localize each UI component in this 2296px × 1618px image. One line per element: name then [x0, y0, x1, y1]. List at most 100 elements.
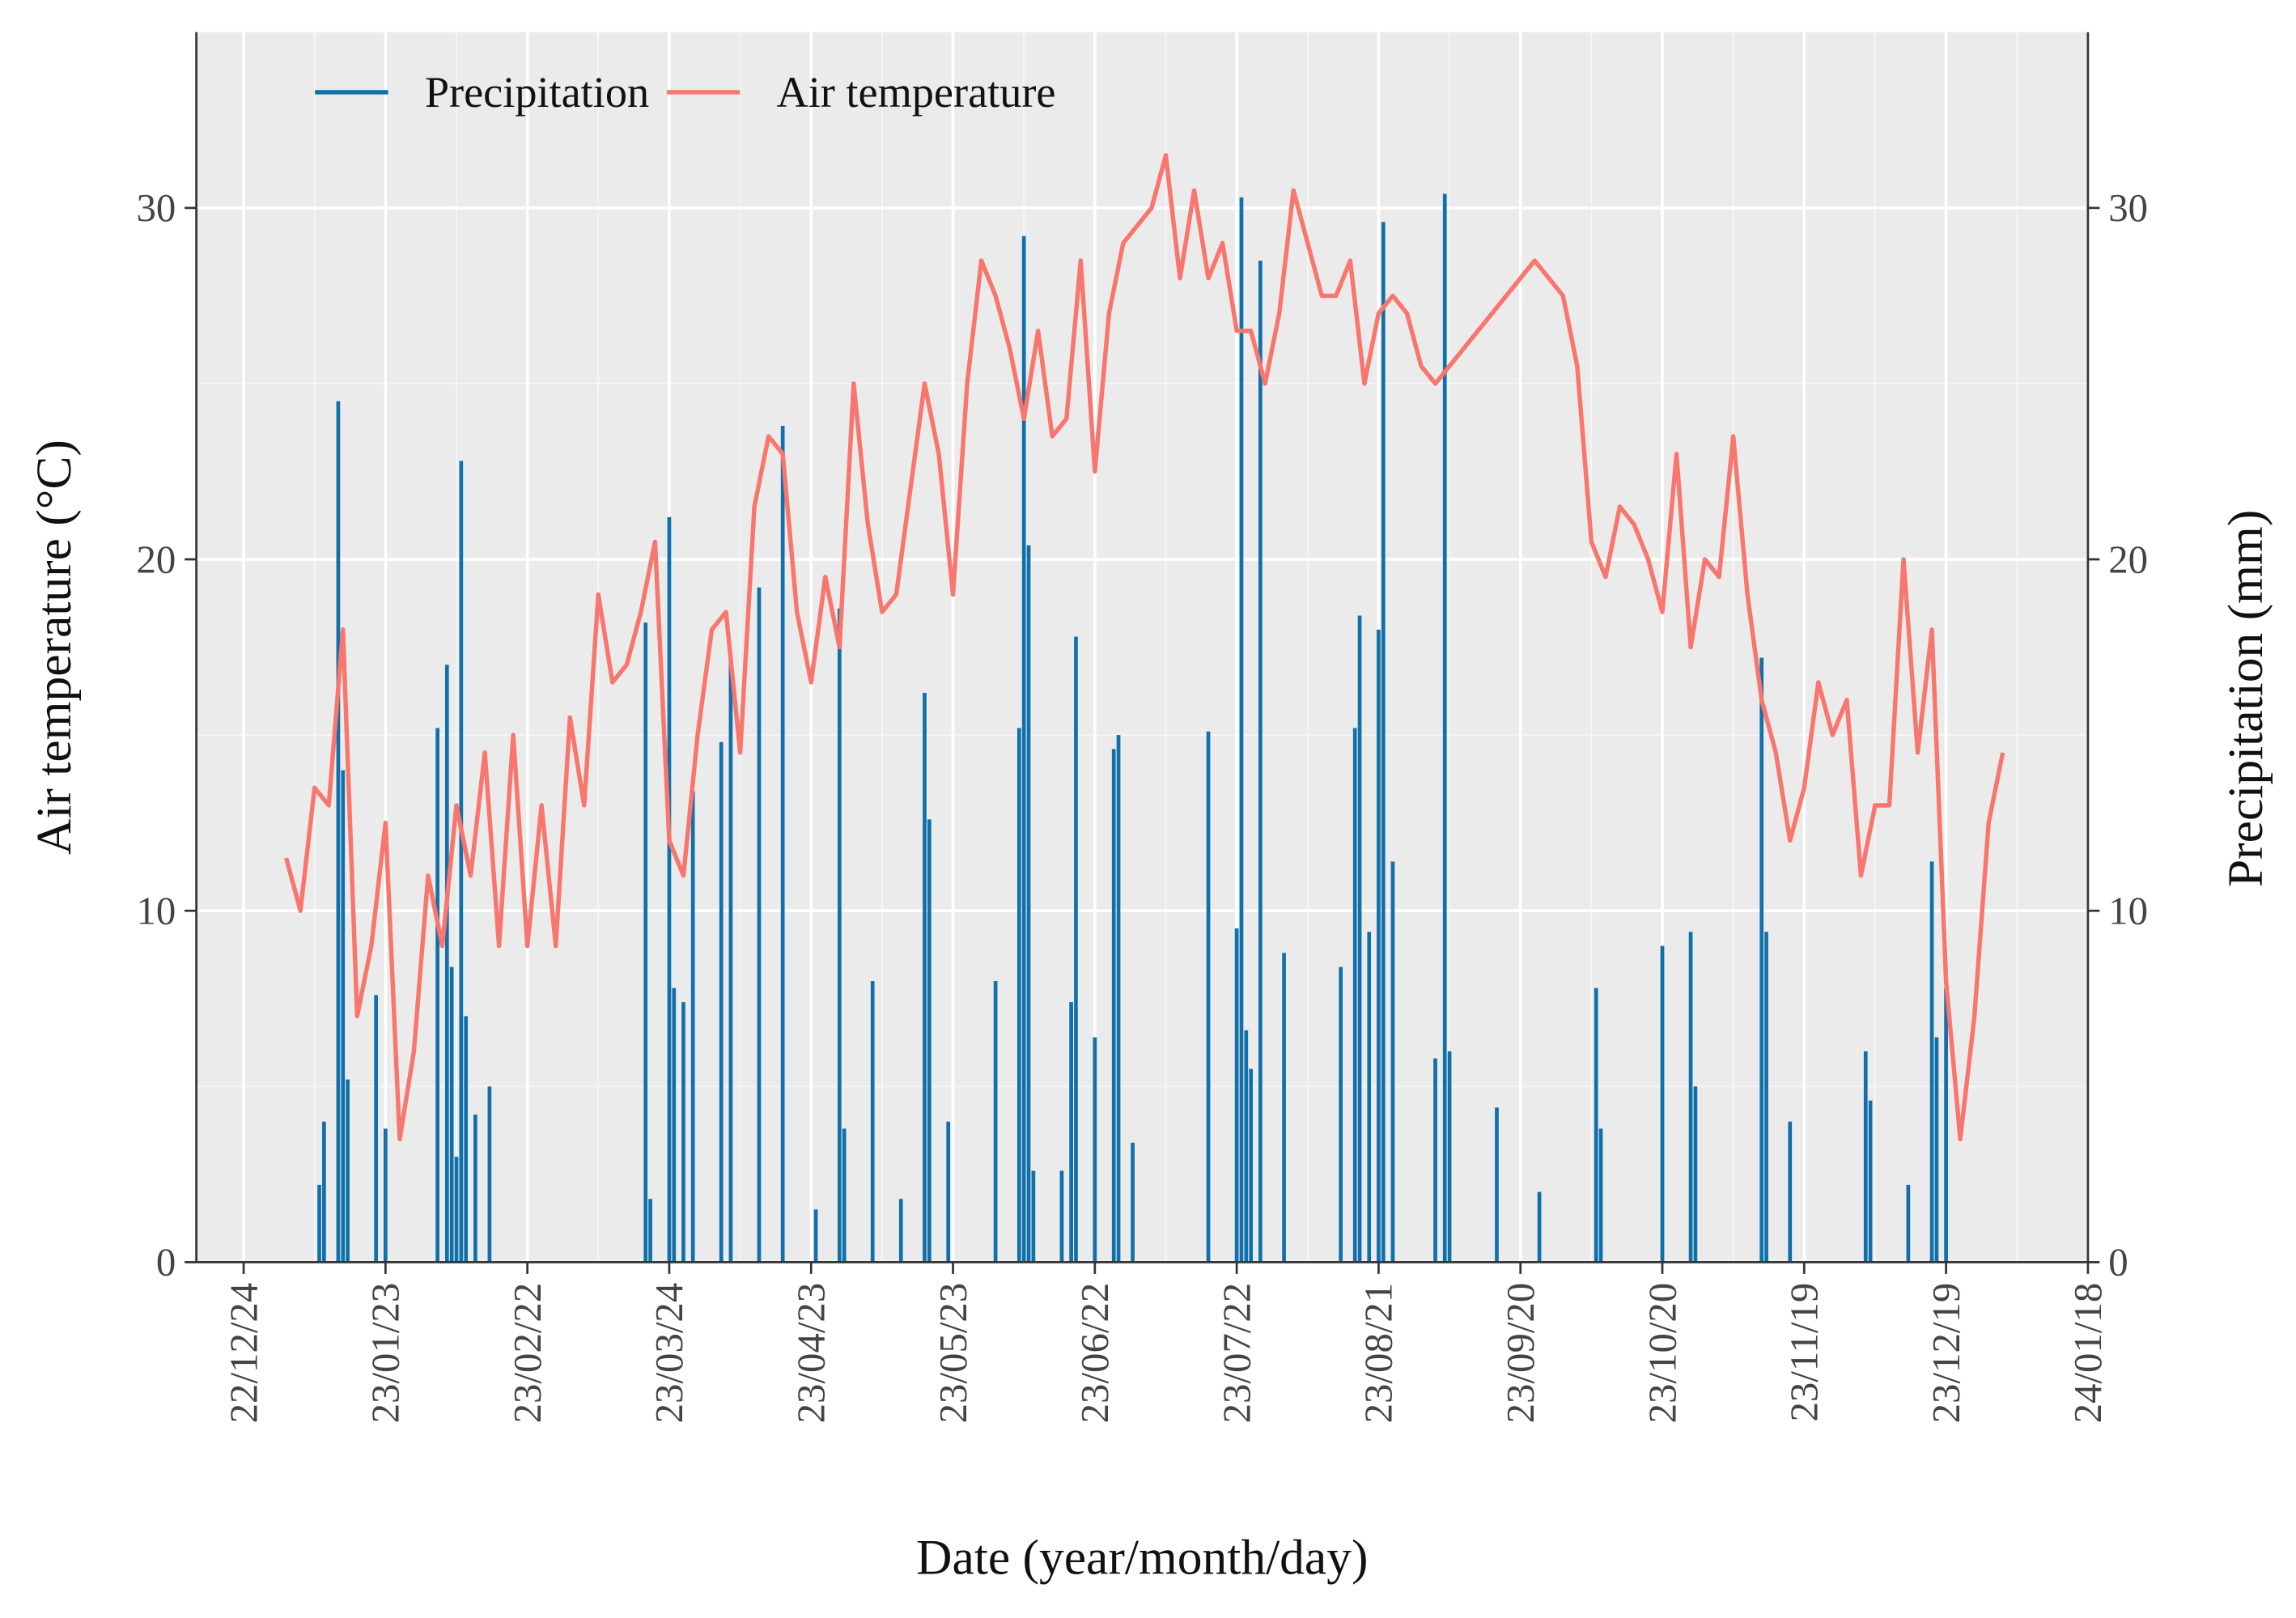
- precipitation-bar: [1021, 236, 1026, 1263]
- y-axis-title: Air temperature (°C): [27, 440, 82, 855]
- y-tick-label: 20: [136, 537, 176, 581]
- precipitation-bar: [1377, 629, 1381, 1263]
- precipitation-bar: [672, 987, 677, 1263]
- precipitation-bar: [317, 1184, 321, 1263]
- y2-tick-label: 10: [2108, 889, 2148, 933]
- temperature-line: [284, 153, 2005, 1142]
- x-tick-label: 24/01/18: [2065, 1283, 2110, 1424]
- precipitation-bar: [870, 981, 875, 1263]
- x-tick-label: 23/06/22: [1072, 1283, 1117, 1424]
- precipitation-bar: [1788, 1121, 1793, 1263]
- precipitation-bar: [757, 587, 762, 1263]
- precipitation-bar: [1868, 1100, 1873, 1263]
- precipitation-bar: [459, 461, 464, 1263]
- y2-axis-title: Precipitation (mm): [2218, 510, 2273, 887]
- precipitation-bar: [923, 693, 927, 1263]
- precipitation-bar: [1693, 1086, 1698, 1263]
- precipitation-bar: [444, 665, 449, 1263]
- precipitation-bar: [719, 741, 724, 1263]
- precipitation-bar: [464, 1016, 469, 1263]
- precipitation-bar: [1352, 728, 1357, 1263]
- precipitation-bar: [346, 1079, 350, 1263]
- precipitation-bar: [454, 1157, 459, 1263]
- x-tick-label: 23/11/19: [1782, 1283, 1827, 1422]
- x-tick-label: 23/03/24: [647, 1283, 691, 1424]
- precipitation-bar: [927, 819, 932, 1263]
- x-tick-label: 23/10/20: [1640, 1283, 1684, 1424]
- precipitation-bar: [341, 770, 346, 1263]
- precipitation-bar: [1249, 1068, 1254, 1263]
- precipitation-bar: [643, 622, 648, 1263]
- precipitation-bar: [1059, 1170, 1064, 1263]
- y2-tick-label: 30: [2108, 185, 2148, 230]
- x-tick-label: 23/04/23: [789, 1283, 834, 1424]
- precipitation-bar: [1447, 1051, 1452, 1263]
- precipitation-bar: [1206, 731, 1211, 1263]
- x-tick-label: 23/05/23: [931, 1283, 975, 1424]
- x-tick-label: 22/12/24: [221, 1283, 265, 1424]
- precipitation-bar: [667, 516, 672, 1263]
- precipitation-bar: [1944, 987, 1948, 1263]
- precipitation-bar: [690, 791, 695, 1263]
- precipitation-bar: [728, 657, 733, 1263]
- precipitation-bar: [1282, 953, 1286, 1263]
- precipitation-bar: [1433, 1058, 1437, 1263]
- precipitation-bar: [1031, 1170, 1036, 1263]
- precipitation-bar: [1367, 932, 1372, 1263]
- precipitation-bar: [993, 981, 998, 1263]
- precipitation-bar: [1594, 987, 1598, 1263]
- precipitation-bar: [1381, 222, 1386, 1263]
- precipitation-bar: [487, 1086, 492, 1263]
- precipitation-bar: [1934, 1037, 1939, 1263]
- precipitation-bar: [1239, 197, 1244, 1263]
- precipitation-bar: [1598, 1128, 1603, 1263]
- precipitation-bar: [1111, 749, 1116, 1263]
- precipitation-bar: [946, 1121, 951, 1263]
- precipitation-bar: [1074, 636, 1078, 1263]
- precipitation-bar: [1131, 1142, 1135, 1263]
- precipitation-bar: [1390, 861, 1395, 1263]
- precipitation-bar: [1244, 1030, 1249, 1263]
- precipitation-bar: [1093, 1037, 1097, 1263]
- precipitation-bar: [681, 1002, 685, 1263]
- y-tick-label: 30: [136, 185, 176, 230]
- precipitation-bar: [383, 1128, 388, 1263]
- x-tick-label: 23/02/22: [505, 1283, 550, 1424]
- x-axis-title: Date (year/month/day): [916, 1531, 1368, 1586]
- precipitation-bar: [1234, 928, 1239, 1263]
- precipitation-bar: [374, 995, 379, 1263]
- precipitation-bar: [1688, 932, 1693, 1263]
- plot-background: [196, 32, 2088, 1263]
- precipitation-bar: [1906, 1184, 1911, 1263]
- precipitation-bar: [1660, 945, 1665, 1263]
- legend-label: Air temperature: [777, 68, 1056, 117]
- precipitation-bar: [837, 608, 842, 1263]
- precipitation-bar: [473, 1115, 477, 1263]
- precipitation-bar: [322, 1121, 326, 1263]
- legend-label: Precipitation: [425, 68, 649, 117]
- precipitation-bar: [842, 1128, 847, 1263]
- precipitation-bar: [1495, 1107, 1499, 1263]
- precipitation-bar: [1442, 193, 1447, 1263]
- x-tick-label: 23/07/22: [1214, 1283, 1258, 1424]
- y2-tick-label: 0: [2108, 1240, 2128, 1285]
- precipitation-bar: [780, 426, 785, 1263]
- precipitation-bar: [435, 728, 439, 1263]
- precipitation-bar: [648, 1199, 652, 1263]
- precipitation-bar: [1764, 932, 1768, 1263]
- x-tick-label: 23/01/23: [363, 1283, 408, 1424]
- x-tick-label: 23/08/21: [1356, 1283, 1401, 1424]
- precipitation-bar: [813, 1209, 818, 1263]
- precipitation-bar: [1069, 1002, 1073, 1263]
- precipitation-bar: [1537, 1191, 1542, 1263]
- y-tick-label: 10: [136, 889, 176, 933]
- precipitation-bar: [1016, 728, 1021, 1263]
- precipitation-bar: [336, 401, 341, 1263]
- precipitation-bar: [449, 966, 454, 1263]
- x-tick-label: 23/09/20: [1498, 1283, 1543, 1424]
- precipitation-bar: [1863, 1051, 1868, 1263]
- precipitation-bar: [1759, 657, 1764, 1263]
- precipitation-bar: [1026, 545, 1031, 1263]
